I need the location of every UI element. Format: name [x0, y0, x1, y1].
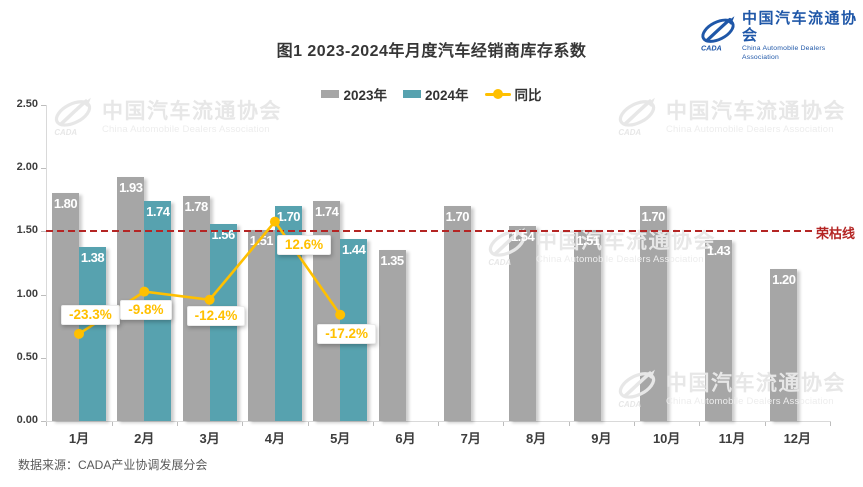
y-axis-tick-label: 0.00 — [16, 414, 38, 426]
legend-label-2024: 2024年 — [425, 88, 469, 103]
x-axis-tick — [829, 422, 831, 426]
x-axis-tick — [699, 422, 701, 426]
legend-item-2024: 2024年 — [403, 84, 469, 104]
y-axis-tick — [41, 231, 46, 233]
y-axis-tick-label: 2.00 — [16, 161, 38, 174]
yoy-data-label: -9.8% — [120, 299, 172, 320]
cada-logo: CADA 中国汽车流通协会 China Automobile Dealers A… — [697, 10, 863, 62]
yoy-marker — [139, 286, 150, 297]
legend-line-dot-icon — [484, 89, 511, 99]
legend-swatch-2024 — [403, 90, 421, 98]
y-axis-tick-label: 0.50 — [16, 350, 38, 363]
cada-swoosh-icon: CADA — [701, 15, 735, 52]
y-axis-tick — [41, 294, 46, 296]
yoy-line-chart — [74, 216, 346, 339]
bar-value-2023: 1.80 — [53, 196, 78, 212]
bar-value-2023: 1.35 — [380, 253, 404, 269]
x-axis-month-label: 4月 — [264, 431, 285, 446]
x-axis-tick — [176, 422, 178, 426]
x-axis-month-label: 8月 — [525, 431, 547, 446]
bar-2023 — [509, 226, 537, 421]
x-axis-tick — [634, 422, 636, 426]
x-axis-month-label: 11月 — [718, 431, 746, 446]
y-axis-tick-label: 1.00 — [16, 287, 38, 300]
bar-value-2024: 1.44 — [342, 241, 366, 257]
x-axis-line — [46, 421, 831, 422]
x-axis-month-label: 1月 — [68, 431, 90, 446]
yoy-data-label: -23.3% — [61, 304, 120, 325]
yoy-data-label: -12.4% — [186, 305, 246, 326]
yoy-marker — [335, 309, 346, 320]
x-axis-tick — [438, 422, 440, 426]
logo-name-cn: 中国汽车流通协会 — [742, 10, 858, 44]
bar-value-2023: 1.70 — [641, 209, 666, 225]
x-axis-month-label: 9月 — [591, 431, 612, 446]
bar-value-2023: 1.74 — [315, 204, 339, 220]
y-axis-tick — [41, 357, 46, 359]
bar-value-2023: 1.43 — [706, 243, 731, 259]
y-axis-line — [46, 105, 47, 421]
bar-2023 — [247, 230, 275, 421]
logo-name-en: China Automobile Dealers Association — [742, 45, 826, 61]
data-source: 数据来源：CADA产业协调发展分会 — [18, 458, 208, 472]
x-axis-month-label: 7月 — [460, 431, 481, 446]
x-axis-month-label: 5月 — [330, 431, 351, 446]
x-axis-tick — [503, 422, 505, 426]
x-axis-month-label: 10月 — [652, 431, 681, 446]
bar-2023 — [378, 250, 406, 421]
yoy-data-label: -17.2% — [317, 323, 376, 344]
bar-value-2024: 1.74 — [146, 204, 170, 220]
x-axis-tick — [46, 422, 48, 426]
cada-logo-icon: CADA — [697, 15, 739, 58]
bar-value-2024: 1.70 — [276, 209, 301, 225]
y-axis-tick-label: 2.50 — [16, 98, 38, 110]
threshold-line — [46, 230, 812, 232]
chart-title: 图1 2023-2024年月度汽车经销商库存系数 — [276, 43, 587, 60]
legend-swatch-2023 — [321, 90, 340, 98]
bar-2023 — [443, 206, 471, 421]
yoy-marker — [269, 216, 280, 227]
x-axis-tick — [568, 422, 570, 426]
bar-2023 — [705, 240, 732, 421]
bar-value-2023: 1.70 — [445, 209, 470, 225]
bar-2023 — [770, 269, 798, 421]
legend-item-yoy: 同比 — [484, 84, 542, 104]
legend: 2023年 2024年 同比 — [0, 84, 863, 104]
x-axis-tick — [372, 422, 374, 426]
legend-label-yoy: 同比 — [514, 88, 542, 103]
legend-label-2023: 2023年 — [343, 88, 387, 103]
bar-value-2023: 1.20 — [772, 272, 796, 288]
x-axis-month-label: 2月 — [134, 431, 155, 446]
x-axis-tick — [307, 422, 309, 426]
legend-item-2023: 2023年 — [321, 84, 387, 104]
svg-text:CADA: CADA — [701, 43, 722, 52]
x-axis-month-label: 3月 — [199, 431, 220, 446]
bar-value-2024: 1.38 — [80, 249, 105, 265]
bar-value-2023: 1.93 — [119, 180, 143, 196]
bar-2023 — [574, 230, 602, 421]
y-axis-tick — [41, 168, 46, 170]
yoy-marker — [204, 294, 215, 305]
x-axis-tick — [242, 422, 244, 426]
y-axis-tick — [41, 105, 46, 106]
x-axis-tick — [764, 422, 766, 426]
x-axis-month-label: 12月 — [783, 431, 812, 446]
threshold-label: 荣枯线 — [816, 226, 856, 241]
bar-value-2023: 1.78 — [184, 199, 208, 214]
x-axis-month-label: 6月 — [395, 431, 416, 446]
y-axis-tick-label: 1.50 — [16, 224, 38, 237]
bar-value-2023: 1.51 — [576, 233, 600, 249]
yoy-marker — [74, 328, 84, 339]
y-axis-tick — [41, 421, 46, 422]
x-axis-tick — [111, 422, 113, 426]
yoy-data-label: 12.6% — [276, 234, 332, 255]
